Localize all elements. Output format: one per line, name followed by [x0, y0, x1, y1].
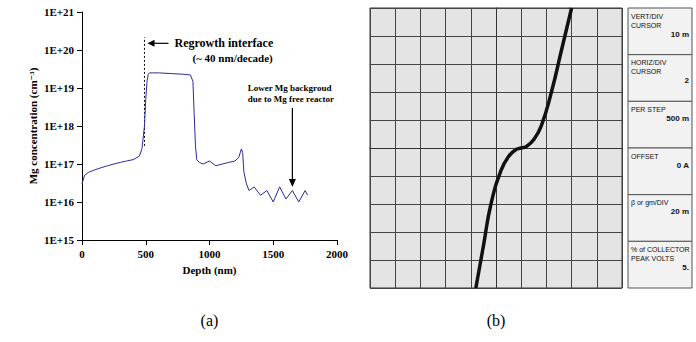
svg-text:1E+20: 1E+20 [44, 44, 75, 56]
svg-text:500: 500 [138, 248, 155, 260]
svg-text:1E+16: 1E+16 [44, 196, 75, 208]
svg-text:1E+15: 1E+15 [44, 234, 75, 246]
svg-text:2: 2 [685, 76, 690, 85]
svg-text:due to Mg free reactor: due to Mg free reactor [248, 94, 334, 104]
svg-text:Lower Mg backgroud: Lower Mg backgroud [248, 83, 332, 93]
svg-text:HORIZ/DIV: HORIZ/DIV [631, 59, 667, 66]
svg-text:20 m: 20 m [671, 207, 689, 216]
svg-text:2000: 2000 [326, 248, 349, 260]
svg-text:(b): (b) [487, 312, 506, 330]
svg-text:500 m: 500 m [666, 114, 689, 123]
svg-text:1E+18: 1E+18 [44, 120, 75, 132]
svg-text:1E+17: 1E+17 [44, 158, 75, 170]
svg-text:Mg concentration (cm⁻³): Mg concentration (cm⁻³) [27, 67, 40, 184]
svg-text:(~ 40 nm/decade): (~ 40 nm/decade) [192, 52, 273, 65]
svg-text:10 m: 10 m [671, 30, 689, 39]
svg-text:VERT/DIV: VERT/DIV [631, 13, 663, 20]
svg-text:PEAK VOLTS: PEAK VOLTS [631, 255, 674, 262]
svg-text:1E+19: 1E+19 [44, 82, 75, 94]
svg-text:OFFSET: OFFSET [631, 153, 659, 160]
svg-text:1000: 1000 [199, 248, 222, 260]
svg-text:PER STEP: PER STEP [631, 106, 666, 113]
svg-text:CURSOR: CURSOR [631, 22, 661, 29]
svg-text:% of COLLECTOR: % of COLLECTOR [631, 246, 690, 253]
svg-text:(a): (a) [201, 312, 219, 330]
svg-text:5.: 5. [682, 263, 689, 272]
svg-text:0: 0 [79, 248, 85, 260]
svg-text:1500: 1500 [262, 248, 285, 260]
svg-text:1E+21: 1E+21 [44, 6, 74, 18]
svg-text:Regrowth interface: Regrowth interface [174, 36, 273, 50]
svg-text:0 A: 0 A [677, 161, 689, 170]
svg-text:CURSOR: CURSOR [631, 68, 661, 75]
svg-text:β or gm/DIV: β or gm/DIV [631, 199, 669, 207]
svg-text:Depth (nm): Depth (nm) [182, 264, 236, 277]
